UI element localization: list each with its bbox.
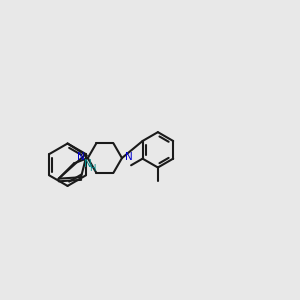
Text: H: H [88,164,95,173]
Text: N: N [84,159,92,169]
Text: N: N [77,152,85,162]
Text: N: N [124,152,132,162]
